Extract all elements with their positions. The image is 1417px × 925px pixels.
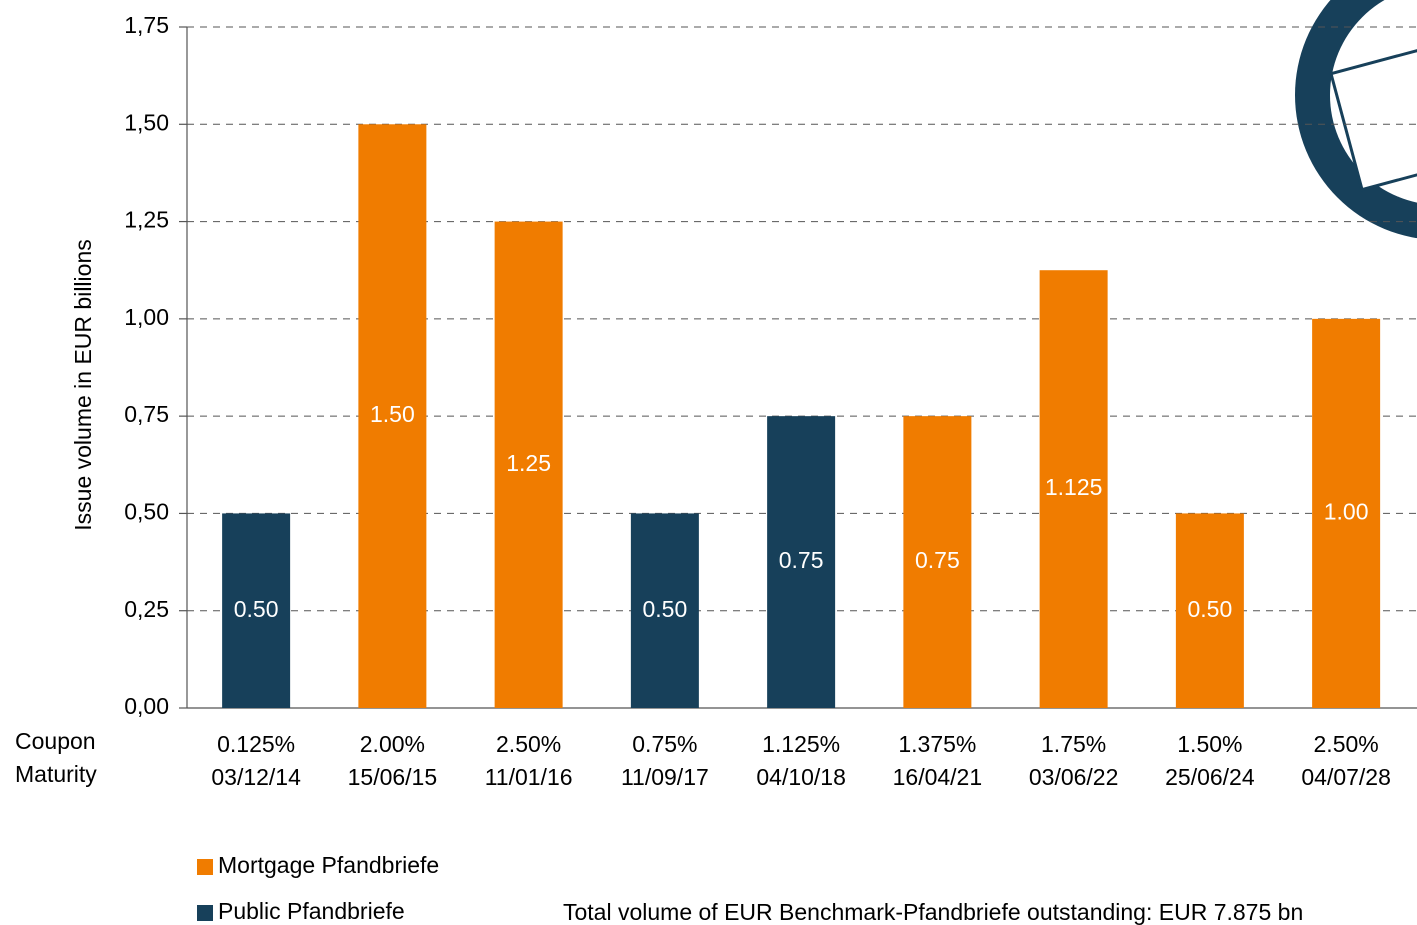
data-label: 1.00 [1324, 499, 1369, 525]
x-tick-label: 1.375% [898, 731, 976, 757]
x-tick-label: 0.75% [632, 731, 697, 757]
bar [767, 416, 836, 708]
data-label: 1.25 [506, 450, 551, 476]
y-tick-label: 1,50 [124, 109, 169, 135]
bar [1175, 513, 1244, 708]
data-label: 0.50 [234, 596, 279, 622]
x-tick-label: 1.50% [1177, 731, 1242, 757]
data-label: 1.125 [1045, 474, 1103, 500]
legend-swatch [197, 905, 213, 921]
x-tick-label: 11/01/16 [485, 764, 573, 790]
x-tick-label: 16/04/21 [893, 764, 983, 790]
data-label: 0.75 [779, 547, 824, 573]
x-tick-label: 1.75% [1041, 731, 1106, 757]
footnote: Total volume of EUR Benchmark-Pfandbrief… [563, 899, 1303, 925]
x-tick-label: 2.00% [360, 731, 425, 757]
data-label: 0.50 [1187, 596, 1232, 622]
bar [903, 416, 972, 708]
y-tick-label: 1,00 [124, 304, 169, 330]
y-tick-label: 0,50 [124, 499, 169, 525]
x-tick-label: 11/09/17 [621, 764, 709, 790]
row-label: Maturity [15, 761, 97, 787]
bar [630, 513, 699, 708]
data-label: 1.50 [370, 401, 415, 427]
legend-swatch [197, 859, 213, 875]
x-tick-label: 03/12/14 [211, 764, 301, 790]
x-tick-label: 25/06/24 [1165, 764, 1255, 790]
x-tick-label: 2.50% [1314, 731, 1379, 757]
y-tick-label: 0,75 [124, 401, 169, 427]
bar [1312, 318, 1381, 708]
bar [494, 221, 563, 709]
x-tick-label: 1.125% [762, 731, 840, 757]
data-label: 0.50 [642, 596, 687, 622]
y-tick-label: 0,25 [124, 596, 169, 622]
x-tick-label: 0.125% [217, 731, 295, 757]
logo [1295, 0, 1417, 239]
bar [222, 513, 291, 708]
y-tick-label: 1,25 [124, 207, 169, 233]
x-tick-label: 04/10/18 [756, 764, 846, 790]
data-label: 0.75 [915, 547, 960, 573]
y-tick-label: 0,00 [124, 693, 169, 719]
y-axis-label: Issue volume in EUR billions [70, 239, 96, 530]
bar [1039, 270, 1108, 708]
x-tick-label: 15/06/15 [348, 764, 438, 790]
x-tick-label: 04/07/28 [1301, 764, 1391, 790]
legend-label: Public Pfandbriefe [218, 898, 405, 924]
y-tick-label: 1,75 [124, 12, 169, 38]
row-label: Coupon [15, 728, 96, 754]
legend-label: Mortgage Pfandbriefe [218, 852, 439, 878]
x-tick-label: 2.50% [496, 731, 561, 757]
bar [358, 124, 427, 709]
x-tick-label: 03/06/22 [1029, 764, 1119, 790]
